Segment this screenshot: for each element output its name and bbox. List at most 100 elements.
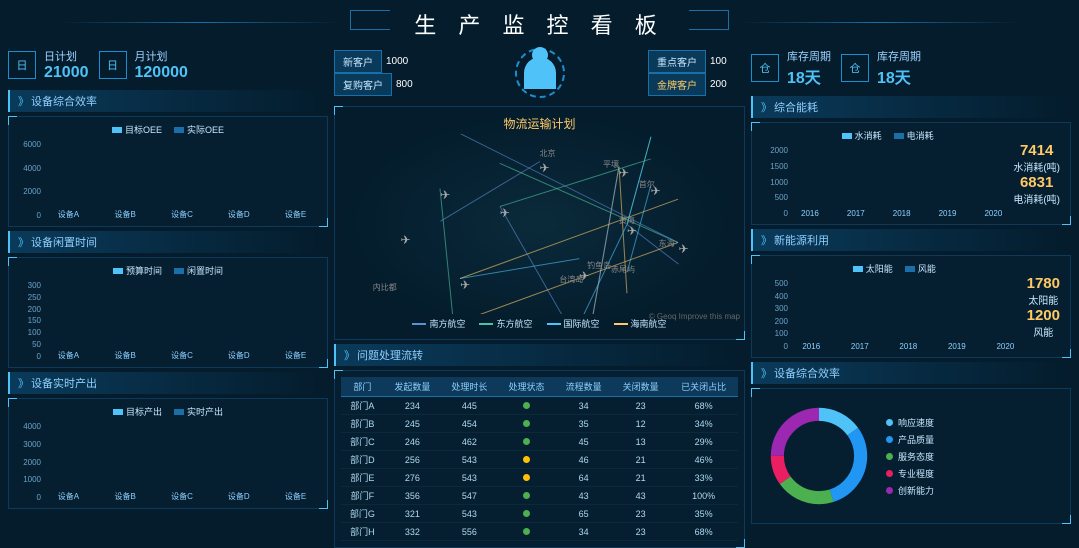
bar-group: 设备C [157,348,208,361]
table-row[interactable]: 部门H332556342368% [341,523,738,541]
table-header: 关闭数量 [612,377,669,397]
chart-panel: 水消耗电消耗2000150010005000201620172018201920… [751,122,1071,225]
legend-item: 实际OEE [174,123,224,136]
city-label: 内比都 [373,282,397,293]
kpi-value: 120000 [135,64,188,82]
legend-item: 风能 [905,262,936,275]
calendar-icon: 仓 [751,54,779,82]
table-row[interactable]: 部门C246462451329% [341,433,738,451]
table-header: 处理时长 [441,377,498,397]
table-row[interactable]: 部门B245454351234% [341,415,738,433]
legend-item: 闲置时间 [174,264,223,277]
logistics-map[interactable]: 物流运输计划 ✈✈✈✈✈✈✈✈✈✈北京平壤首尔黄海东海钓鱼岛赤尾屿台湾岛内比都 … [334,106,745,340]
bar-group: 2020 [973,207,1013,218]
table-header: 处理状态 [498,377,555,397]
right-column: 仓 库存周期 18天 仓 库存周期 18天 综合能耗 水消耗电消耗2000150… [751,44,1071,548]
table-row[interactable]: 部门D256543462146% [341,451,738,469]
customer-label: 新客户 [334,50,382,73]
kpi-label: 库存周期 [877,48,921,64]
stat-block: 1200风能 [1027,307,1060,339]
calendar-icon: 仓 [841,54,869,82]
city-label: 首尔 [639,179,655,190]
table-row[interactable]: 部门A234445342368% [341,397,738,415]
legend-item: 太阳能 [853,262,893,275]
donut-chart [764,401,874,511]
section-title: 新能源利用 [751,229,1071,251]
legend-item: 预算时间 [113,264,162,277]
bar-group: 2020 [984,340,1027,351]
plane-icon: ✈ [401,233,411,247]
customer-stat: 新客户 1000 [334,50,431,73]
customer-stat: 金牌客户 200 [648,73,745,96]
table-row[interactable]: 部门G321543652335% [341,505,738,523]
customer-value: 800 [396,79,431,90]
map-attribution: © Geoq Improve this map [649,312,740,321]
issue-table-title: 问题处理流转 [334,344,745,366]
stat-block: 1780太阳能 [1027,275,1060,307]
section-title: 设备综合效率 [8,90,328,112]
stat-block: 6831电消耗(吨) [1013,174,1060,206]
city-label: 北京 [540,148,556,159]
chart-panel: 预算时间闲置时间300250200150100500设备A设备B设备C设备D设备… [8,257,328,368]
bar-group: 设备E [270,348,321,361]
kpi-label: 月计划 [135,48,188,64]
kpi-value: 18天 [787,64,831,88]
plane-icon: ✈ [460,278,470,292]
donut-legend-item: 响应速度 [886,416,934,429]
bar-group: 2016 [790,207,830,218]
issue-table: 部门发起数量处理时长处理状态流程数量关闭数量已关闭占比部门A2344453423… [341,377,738,541]
kpi-card: 日 日计划 21000 [8,48,89,82]
table-row[interactable]: 部门E276543642133% [341,469,738,487]
legend-item: 电消耗 [894,129,934,142]
city-label: 钓鱼岛 [587,260,611,271]
bar-group: 设备C [157,207,208,220]
bar-group: 设备E [270,489,321,502]
customer-stat: 重点客户 100 [648,50,745,73]
bar-group: 2017 [836,207,876,218]
kpi-card: 仓 库存周期 18天 [841,48,921,88]
customer-label: 复购客户 [334,73,392,96]
table-row[interactable]: 部门F3565474343100% [341,487,738,505]
kpi-value: 21000 [44,64,89,82]
map-legend-item: 东方航空 [479,317,532,330]
customer-stat: 复购客户 800 [334,73,431,96]
bar-group: 设备D [213,207,264,220]
customer-value: 100 [710,56,745,67]
plane-icon: ✈ [500,206,510,220]
customer-label: 重点客户 [648,50,706,73]
legend-item: 水消耗 [842,129,882,142]
plane-icon: ✈ [678,242,688,256]
donut-legend-item: 服务态度 [886,450,934,463]
legend-item: 实时产出 [174,405,223,418]
calendar-icon: 日 [99,51,127,79]
kpi-label: 库存周期 [787,48,831,64]
calendar-icon: 日 [8,51,36,79]
city-label: 台湾岛 [559,274,583,285]
city-label: 东海 [659,238,675,249]
bar-group: 2016 [790,340,833,351]
customer-label: 金牌客户 [648,73,706,96]
map-legend-item: 国际航空 [547,317,600,330]
city-label: 平壤 [603,159,619,170]
bar-group: 2019 [936,340,979,351]
avatar-icon [515,48,565,98]
bar-group: 设备A [43,489,94,502]
table-header: 流程数量 [555,377,612,397]
bar-group: 设备B [100,348,151,361]
map-title: 物流运输计划 [341,113,738,134]
bar-group: 2018 [887,340,930,351]
bar-group: 设备E [270,207,321,220]
page-title: 生 产 监 控 看 板 [0,0,1079,44]
donut-legend-item: 专业程度 [886,467,934,480]
bar-group: 设备D [213,489,264,502]
table-header: 已关闭占比 [669,377,738,397]
bar-group: 设备A [43,207,94,220]
plane-icon: ✈ [540,161,550,175]
bar-group: 2018 [882,207,922,218]
donut-legend-item: 创新能力 [886,484,934,497]
donut-panel: 响应速度产品质量服务态度专业程度创新能力 [751,388,1071,524]
chart-panel: 目标OEE实际OEE6000400020000设备A设备B设备C设备D设备E [8,116,328,227]
bar-group: 设备A [43,348,94,361]
left-column: 日 日计划 21000 日 月计划 120000 设备综合效率 目标OEE实际O… [8,44,328,548]
donut-title: 设备综合效率 [751,362,1071,384]
